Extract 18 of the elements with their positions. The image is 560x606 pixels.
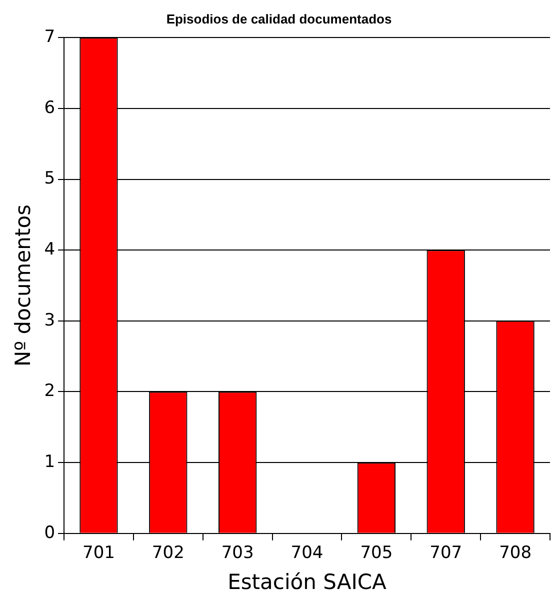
x-tick-label: 704 bbox=[290, 543, 324, 564]
y-tick-label: 7 bbox=[44, 27, 56, 48]
y-tick-label: 4 bbox=[44, 240, 56, 260]
y-tick-label: 3 bbox=[44, 310, 56, 330]
y-tick-label: 2 bbox=[44, 381, 56, 402]
x-tick-label: 705 bbox=[360, 543, 393, 564]
x-tick-label: 701 bbox=[82, 543, 115, 564]
x-tick-label: 707 bbox=[430, 543, 462, 564]
y-tick-label: 5 bbox=[44, 168, 56, 189]
y-axis-title: Nº documentos bbox=[11, 204, 36, 367]
x-axis-title: Estación SAICA bbox=[228, 570, 388, 594]
y-tick-label: 1 bbox=[44, 452, 56, 472]
y-tick-label: 6 bbox=[44, 98, 56, 118]
chart-title: Episodios de calidad documentados bbox=[166, 11, 392, 26]
x-tick-label: 702 bbox=[152, 543, 184, 564]
y-tick-label: 0 bbox=[44, 522, 56, 543]
x-tick-label: 703 bbox=[221, 543, 254, 564]
x-tick-label: 708 bbox=[499, 543, 532, 564]
